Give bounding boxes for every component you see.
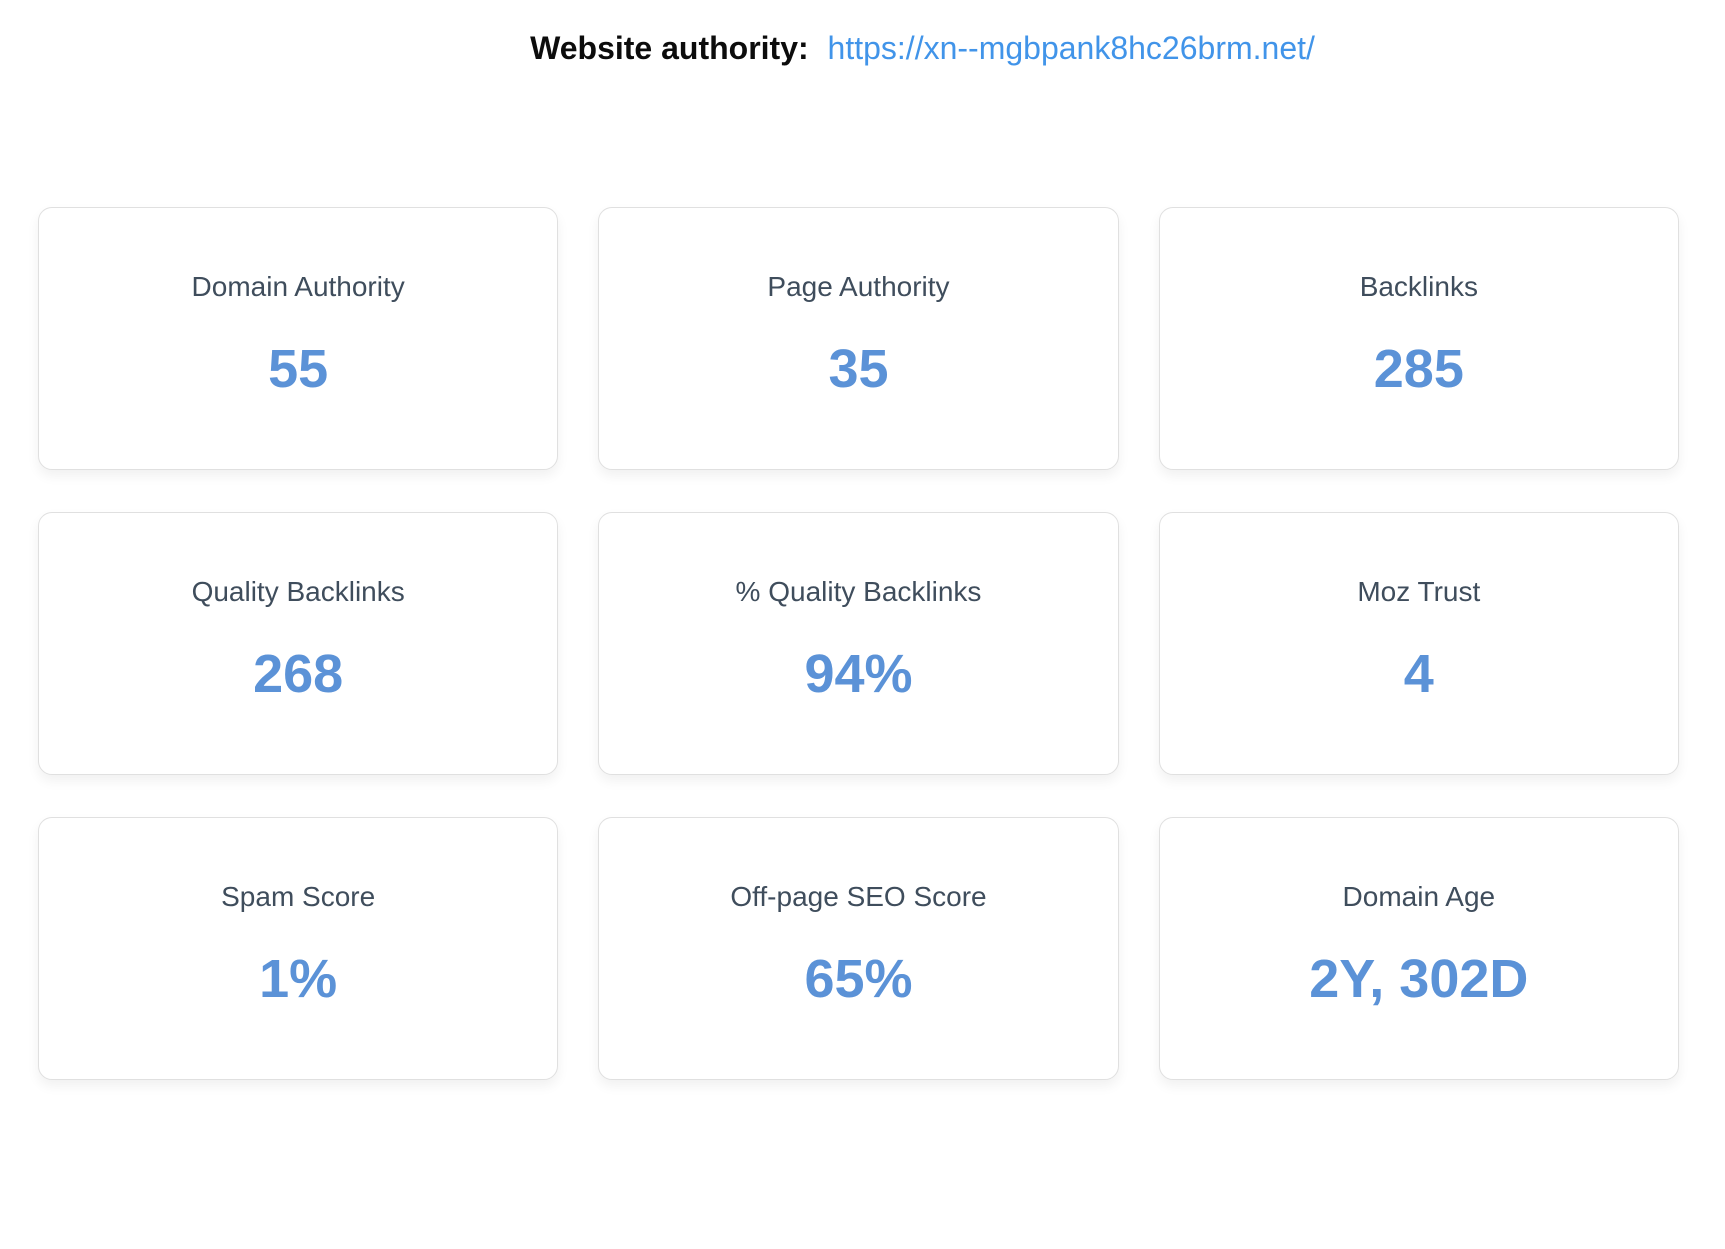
metric-value: 2Y, 302D — [1309, 949, 1529, 1009]
metric-card-backlinks: Backlinks 285 — [1158, 207, 1679, 470]
metrics-grid: Domain Authority 55 Page Authority 35 Ba… — [38, 207, 1679, 1080]
website-url-link[interactable]: https://xn--mgbpank8hc26brm.net/ — [827, 30, 1315, 66]
metric-label: Domain Authority — [191, 271, 405, 302]
metric-value: 55 — [268, 339, 329, 399]
metric-value: 94% — [804, 644, 913, 704]
metric-card-percent-quality-backlinks: % Quality Backlinks 94% — [598, 512, 1119, 775]
metric-value: 268 — [253, 644, 344, 704]
website-authority-label: Website authority: — [530, 30, 809, 66]
metric-value: 4 — [1403, 644, 1434, 704]
metric-card-spam-score: Spam Score 1% — [38, 817, 559, 1080]
metric-label: Moz Trust — [1357, 576, 1481, 607]
metric-value: 35 — [828, 339, 889, 399]
metric-value: 285 — [1373, 339, 1464, 399]
metric-label: % Quality Backlinks — [735, 576, 982, 607]
metric-card-page-authority: Page Authority 35 — [598, 207, 1119, 470]
metric-card-moz-trust: Moz Trust 4 — [1158, 512, 1679, 775]
metric-value: 1% — [259, 949, 338, 1009]
metric-label: Quality Backlinks — [191, 576, 405, 607]
metric-value: 65% — [804, 949, 913, 1009]
metric-card-domain-age: Domain Age 2Y, 302D — [1158, 817, 1679, 1080]
metric-label: Page Authority — [767, 271, 950, 302]
page-header: Website authority: https://xn--mgbpank8h… — [0, 30, 1725, 67]
metric-label: Off-page SEO Score — [730, 881, 987, 912]
metric-card-offpage-seo-score: Off-page SEO Score 65% — [598, 817, 1119, 1080]
metric-label: Spam Score — [221, 881, 376, 912]
metric-label: Backlinks — [1359, 271, 1478, 302]
metric-card-domain-authority: Domain Authority 55 — [38, 207, 559, 470]
metric-card-quality-backlinks: Quality Backlinks 268 — [38, 512, 559, 775]
metric-label: Domain Age — [1342, 881, 1496, 912]
